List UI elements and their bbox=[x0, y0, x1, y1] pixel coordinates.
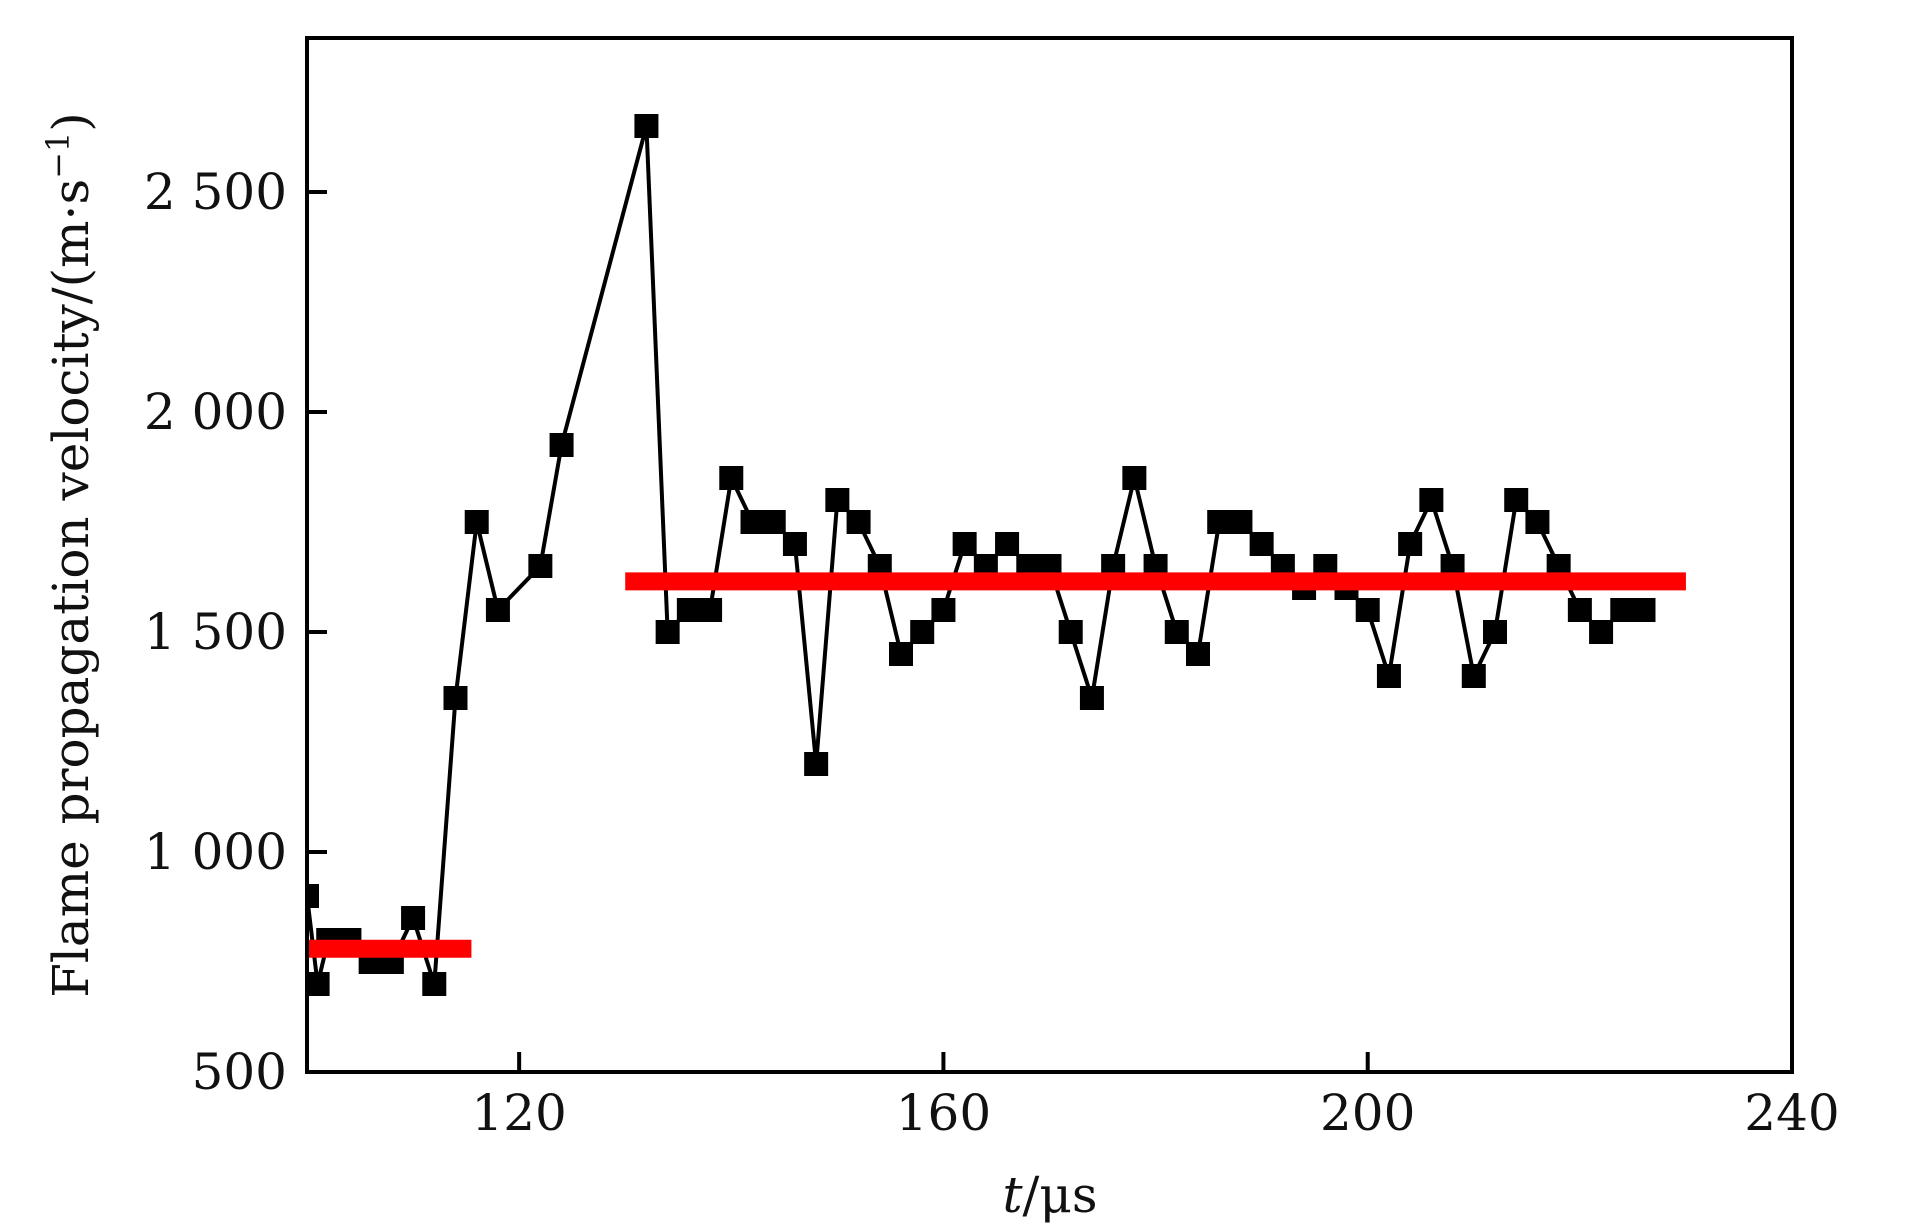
x-tick-label: 120 bbox=[471, 1084, 566, 1142]
data-point bbox=[846, 510, 871, 534]
data-point bbox=[634, 114, 659, 138]
data-point bbox=[1398, 532, 1423, 556]
plot-area bbox=[307, 114, 1686, 996]
data-point bbox=[1079, 686, 1104, 710]
x-axis-label-italic: t bbox=[1002, 1166, 1023, 1224]
plot-marks bbox=[307, 114, 1686, 996]
data-point bbox=[1228, 510, 1253, 534]
y-axis-label-close: ) bbox=[42, 112, 100, 132]
data-point bbox=[1122, 466, 1147, 490]
y-axis-label: Flame propagation velocity/(m·s−1) bbox=[39, 112, 100, 998]
x-axis-label-unit: /μs bbox=[1023, 1166, 1098, 1224]
y-tick-label: 1 000 bbox=[144, 823, 287, 881]
x-axis-label: t/μs bbox=[1002, 1166, 1097, 1224]
y-tick-label: 2 500 bbox=[144, 163, 287, 221]
data-point bbox=[464, 510, 489, 534]
data-point bbox=[401, 906, 426, 930]
y-axis-label-exponent: −1 bbox=[39, 132, 77, 179]
data-point bbox=[995, 532, 1020, 556]
data-point bbox=[1355, 598, 1380, 622]
data-point bbox=[825, 488, 850, 512]
data-point bbox=[952, 532, 977, 556]
data-point bbox=[549, 433, 574, 457]
data-point bbox=[931, 598, 956, 622]
data-point bbox=[804, 752, 829, 776]
data-point bbox=[1207, 510, 1232, 534]
data-point bbox=[1567, 598, 1592, 622]
data-point bbox=[761, 510, 786, 534]
data-point bbox=[1483, 620, 1507, 644]
x-tick-label: 160 bbox=[896, 1084, 991, 1142]
data-point bbox=[1504, 488, 1529, 512]
data-point bbox=[1058, 620, 1083, 644]
data-point bbox=[443, 686, 468, 710]
x-tick-label: 200 bbox=[1320, 1084, 1415, 1142]
data-point bbox=[1525, 510, 1550, 534]
data-point bbox=[1164, 620, 1189, 644]
data-point bbox=[1249, 532, 1274, 556]
data-point bbox=[1461, 664, 1486, 688]
data-point bbox=[719, 466, 744, 490]
axes: 120 160 200 240 500 1 000 1 500 2 000 2 500 bbox=[144, 163, 1840, 1142]
data-point bbox=[1631, 598, 1656, 622]
plot-frame bbox=[305, 36, 1794, 1074]
y-tick-label: 2 000 bbox=[144, 383, 287, 441]
data-point bbox=[740, 510, 765, 534]
data-point bbox=[782, 532, 807, 556]
data-point bbox=[1610, 598, 1635, 622]
data-point bbox=[1589, 620, 1614, 644]
data-point bbox=[485, 598, 510, 622]
y-axis-label-main: Flame propagation velocity/(m·s bbox=[42, 179, 100, 998]
data-point bbox=[676, 598, 701, 622]
y-tick-label: 500 bbox=[192, 1043, 287, 1101]
data-point bbox=[307, 972, 330, 996]
data-point bbox=[655, 620, 680, 644]
y-tick-label: 1 500 bbox=[144, 603, 287, 661]
data-point bbox=[698, 598, 723, 622]
x-tick-label: 240 bbox=[1744, 1084, 1839, 1142]
data-point bbox=[528, 554, 553, 578]
data-point bbox=[1016, 554, 1041, 578]
data-point bbox=[910, 620, 935, 644]
data-point bbox=[1419, 488, 1444, 512]
data-point bbox=[889, 642, 913, 666]
data-point bbox=[1186, 642, 1210, 666]
data-point bbox=[1376, 664, 1401, 688]
data-point bbox=[422, 972, 447, 996]
data-point bbox=[307, 884, 319, 908]
